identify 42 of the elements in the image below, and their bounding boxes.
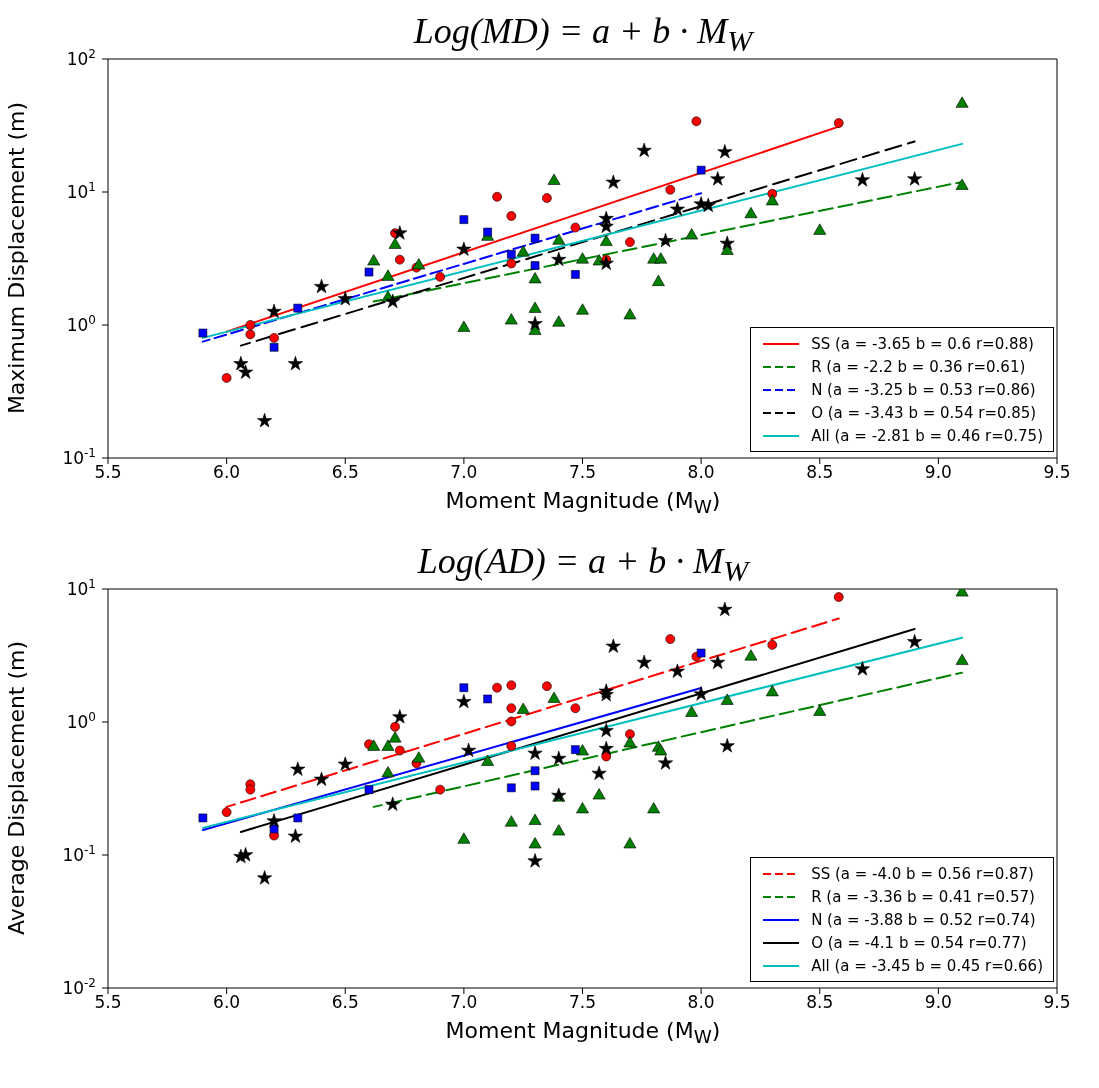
y-tick-label: 10$^{0}$: [66, 313, 96, 335]
x-tick-label: 9.0: [924, 992, 952, 1013]
legend-label: All (a = -3.45 b = 0.45 r=0.66): [811, 956, 1043, 975]
x-tick-label: 7.5: [568, 992, 597, 1013]
y-tick-label: 10$^{1}$: [66, 577, 96, 599]
x-tick-label: 7.5: [568, 462, 597, 483]
x-tick-label: 8.0: [687, 992, 715, 1013]
legend-label: R (a = -2.2 b = 0.36 r=0.61): [811, 357, 1026, 376]
x-axis-title: Moment Magnitude (M$_{W}$): [444, 1018, 722, 1048]
x-tick-label: 5.5: [94, 462, 122, 483]
x-tick-label: 8.5: [806, 992, 834, 1013]
legend-label: SS (a = -4.0 b = 0.56 r=0.87): [811, 864, 1034, 883]
y-tick-label: 10$^{-1}$: [62, 446, 96, 468]
y-axis-title: Maximum Displacement (m): [3, 101, 29, 415]
y-axis-title: Average Displacement (m): [3, 640, 29, 936]
chart-title: Log(MD) = a + b · M$_{W}$: [412, 10, 756, 59]
x-tick-label: 6.5: [331, 992, 359, 1013]
x-tick-label: 7.0: [450, 462, 478, 483]
y-tick-label: 10$^{-2}$: [62, 976, 96, 998]
y-tick-label: 10$^{-1}$: [62, 843, 96, 865]
legend-label: O (a = -4.1 b = 0.54 r=0.77): [811, 933, 1027, 952]
x-tick-label: 6.0: [213, 462, 241, 483]
legend-label: All (a = -2.81 b = 0.46 r=0.75): [811, 426, 1043, 445]
legend-label: N (a = -3.25 b = 0.53 r=0.86): [811, 380, 1036, 399]
x-tick-label: 9.0: [924, 462, 952, 483]
x-axis-title: Moment Magnitude (M$_{W}$): [444, 488, 722, 518]
x-tick-label: 7.0: [450, 992, 478, 1013]
y-tick-label: 10$^{1}$: [66, 180, 96, 202]
y-tick-label: 10$^{0}$: [66, 710, 96, 732]
x-tick-label: 9.5: [1043, 462, 1071, 483]
x-tick-label: 6.5: [331, 462, 359, 483]
legend-label: SS (a = -3.65 b = 0.6 r=0.88): [811, 334, 1034, 353]
legend-label: O (a = -3.43 b = 0.54 r=0.85): [811, 403, 1037, 422]
legend-label: N (a = -3.88 b = 0.52 r=0.74): [811, 910, 1036, 929]
x-tick-label: 8.5: [806, 462, 834, 483]
y-tick-label: 10$^{2}$: [66, 47, 96, 69]
legend-label: R (a = -3.36 b = 0.41 r=0.57): [811, 887, 1035, 906]
x-tick-label: 8.0: [687, 462, 715, 483]
x-tick-label: 5.5: [94, 992, 122, 1013]
chart-title: Log(AD) = a + b · M$_{W}$: [416, 540, 752, 589]
x-tick-label: 6.0: [213, 992, 241, 1013]
x-tick-label: 9.5: [1043, 992, 1071, 1013]
